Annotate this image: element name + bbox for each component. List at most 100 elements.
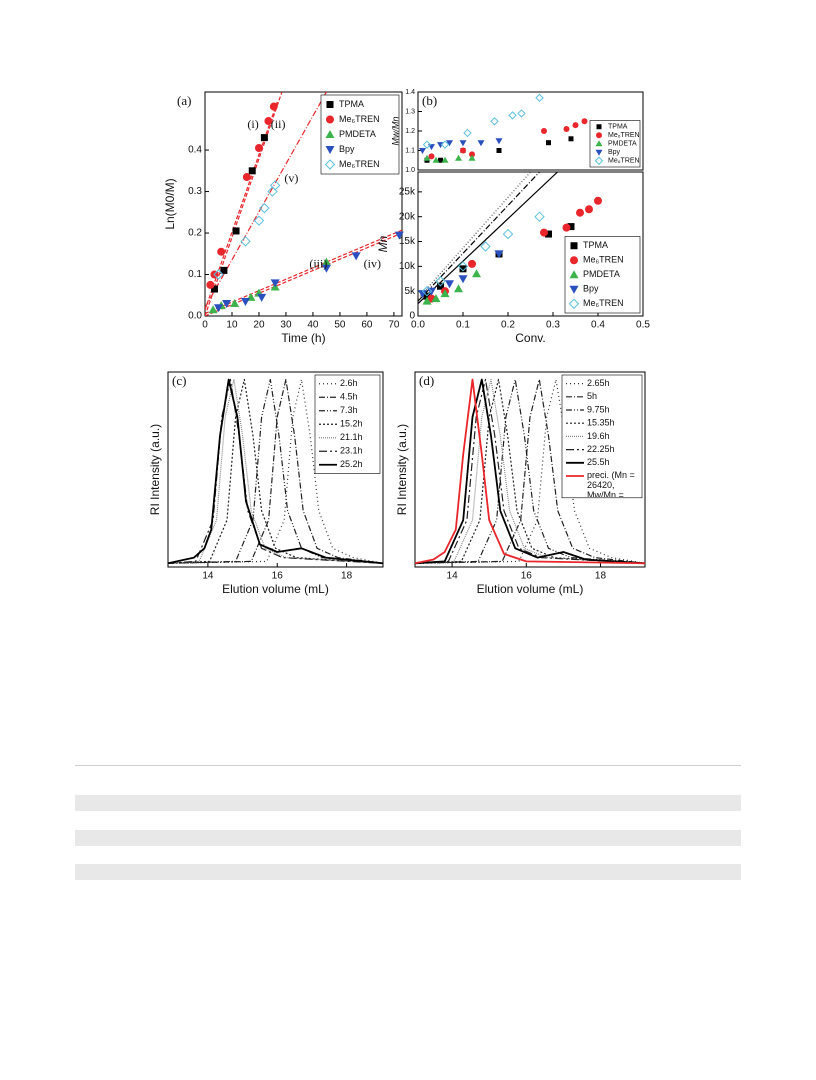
marker	[468, 259, 476, 268]
legend-label: 15.35h	[587, 418, 615, 428]
x-tick-label: 40	[307, 320, 319, 331]
marker	[232, 227, 240, 235]
y-tick-label: 1.4	[405, 89, 415, 96]
legend-swatch	[570, 242, 578, 250]
marker	[457, 261, 469, 272]
curve	[415, 378, 645, 564]
marker	[422, 296, 432, 305]
marker	[206, 280, 215, 289]
marker	[494, 250, 504, 259]
marker	[419, 148, 426, 154]
legend-label: Me₆TREN	[608, 158, 640, 165]
marker	[517, 109, 526, 118]
legend-label: 7.3h	[340, 405, 358, 415]
marker	[562, 223, 571, 232]
legend-label: 23.1h	[340, 446, 363, 456]
legend-label: Bpy	[339, 144, 355, 154]
marker	[572, 122, 579, 129]
marker	[230, 299, 240, 308]
marker	[490, 117, 499, 126]
marker	[418, 290, 427, 299]
annotation: (i)	[247, 117, 258, 131]
legend-frame	[314, 374, 381, 474]
y-tick-label: 25k	[399, 187, 416, 198]
marker	[440, 289, 450, 298]
marker	[459, 265, 467, 273]
legend-swatch	[568, 298, 580, 309]
marker	[422, 140, 432, 149]
marker	[463, 128, 472, 138]
legend-label: 19.6h	[587, 431, 610, 441]
legend-swatch	[594, 156, 604, 165]
x-tick-label: 18	[341, 571, 353, 582]
marker	[540, 228, 548, 237]
x-tick-label: 0.5	[636, 320, 650, 331]
y-tick-label: 1.0	[405, 167, 415, 174]
marker	[496, 148, 502, 153]
marker	[535, 93, 544, 103]
marker	[208, 305, 218, 314]
curve	[168, 378, 383, 564]
legend-label: 25.2h	[340, 459, 363, 469]
curve	[168, 378, 383, 564]
marker	[321, 257, 331, 266]
legend-swatch	[570, 256, 578, 265]
legend-swatch	[325, 130, 335, 138]
curve	[168, 378, 383, 565]
y-tick-label: 5k	[404, 286, 416, 297]
legend-label: 9.75h	[587, 404, 610, 414]
legend-swatch	[326, 115, 334, 124]
legend-label: PMDETA	[339, 129, 376, 139]
legend-label: TPMA	[583, 240, 608, 250]
legend-label: PMDETA	[608, 141, 637, 148]
marker	[269, 180, 281, 191]
legend-label: 4.5h	[340, 392, 358, 402]
curve	[415, 378, 645, 564]
marker	[546, 140, 551, 146]
annotation: (iii)	[309, 257, 327, 271]
marker	[594, 196, 602, 205]
marker	[576, 208, 584, 217]
marker	[477, 140, 485, 147]
panel-label: (d)	[419, 373, 434, 388]
annotation: (iv)	[364, 257, 381, 271]
legend-swatch	[324, 159, 336, 170]
legend-swatch	[569, 270, 579, 279]
plot-frame	[204, 91, 403, 317]
legend-label: TPMA	[339, 99, 364, 109]
marker	[394, 231, 404, 240]
legend-label: Me₆TREN	[339, 159, 380, 169]
x-tick-label: 10	[226, 320, 238, 331]
y-axis-label: RI Intensity (a.u.)	[395, 424, 409, 515]
legend-label: 2.65h	[587, 378, 610, 388]
marker	[428, 153, 435, 160]
legend-swatch	[325, 146, 335, 154]
table-row	[75, 830, 741, 846]
fit-line	[418, 172, 531, 300]
x-tick-label: 0.3	[546, 320, 560, 331]
marker	[213, 269, 224, 280]
x-axis-label: Elution volume (mL)	[222, 582, 329, 596]
marker	[581, 118, 588, 125]
marker	[240, 297, 250, 306]
legend-label: 2.6h	[340, 378, 358, 388]
marker	[438, 157, 443, 163]
figure: 0 10 20 30 40 50 60 70 0.0 0.1 0.2 0.3 0.4 Time (h) Ln…	[148, 89, 650, 596]
marker	[248, 167, 256, 175]
curve	[415, 378, 645, 564]
y-tick-label: 1.1	[405, 147, 415, 154]
table-rule	[75, 765, 741, 766]
y-tick-label: 1.3	[405, 108, 415, 115]
panel-label: (a)	[177, 93, 191, 108]
y-tick-label: 0.4	[188, 145, 202, 156]
y-axis-label: RI Intensity (a.u.)	[148, 424, 162, 515]
legend-label: Me₆TREN	[583, 255, 624, 265]
x-tick-label: 0	[202, 320, 208, 331]
marker	[455, 154, 462, 161]
curve	[415, 378, 645, 565]
legend-label: Me₆TREN	[608, 132, 640, 139]
marker	[242, 173, 251, 182]
marker	[240, 236, 251, 247]
y-tick-label: 1.2	[405, 128, 415, 135]
curve	[415, 378, 645, 564]
